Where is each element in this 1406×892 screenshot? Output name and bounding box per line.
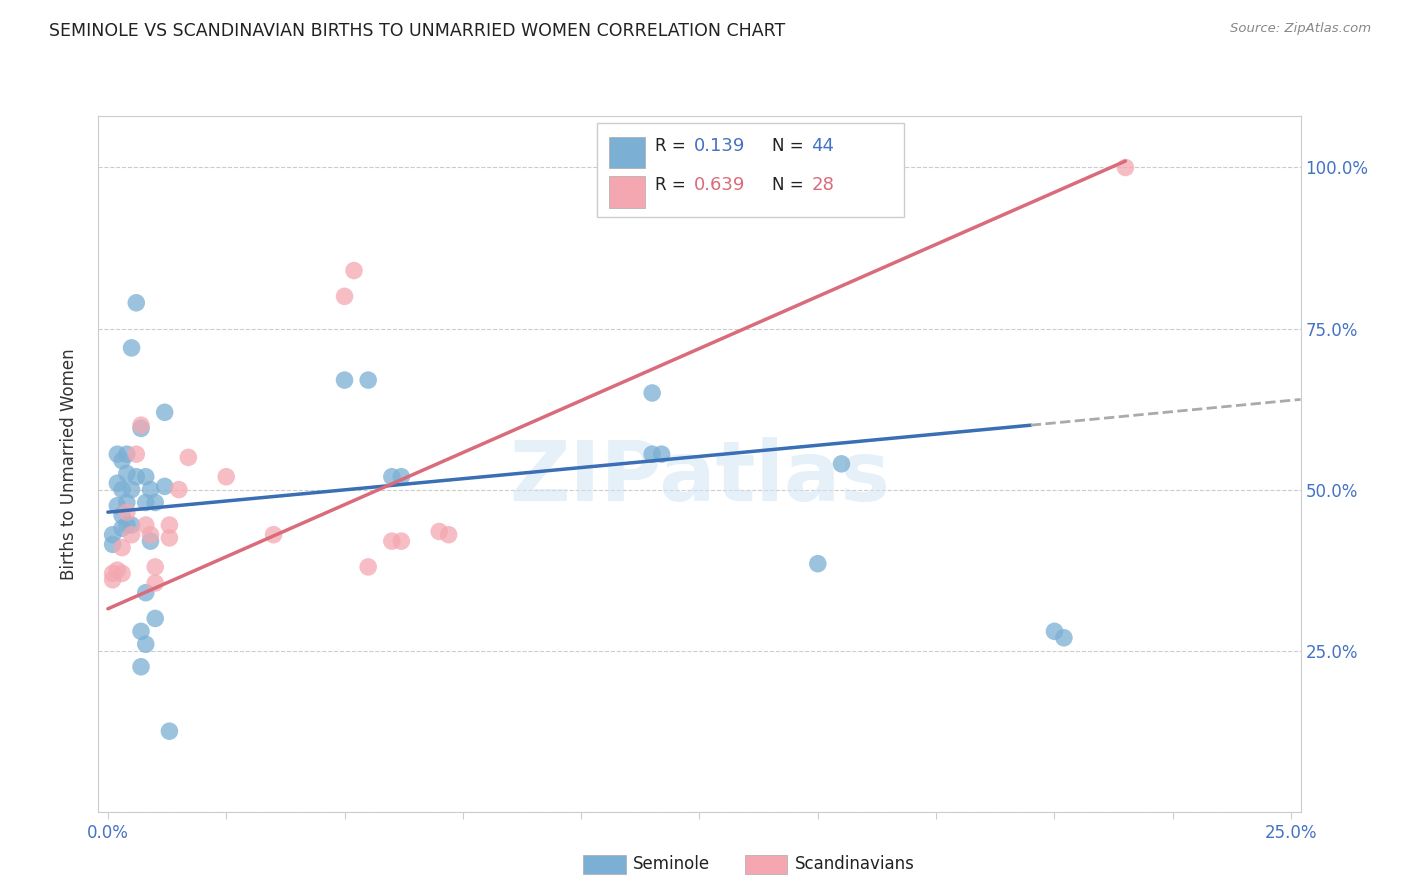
Point <box>135 469 157 483</box>
Text: Seminole: Seminole <box>633 855 710 873</box>
Point <box>263 527 285 541</box>
Point <box>129 421 152 435</box>
Text: N =: N = <box>772 177 803 194</box>
Text: R =: R = <box>655 177 686 194</box>
Point <box>357 560 380 574</box>
Point <box>111 541 134 555</box>
Point <box>143 576 166 591</box>
Point <box>333 373 356 387</box>
Point <box>215 469 238 483</box>
Point <box>177 450 200 465</box>
Point <box>381 534 404 549</box>
FancyBboxPatch shape <box>609 136 645 169</box>
Point <box>111 453 134 467</box>
Point <box>381 469 404 483</box>
FancyBboxPatch shape <box>598 123 904 217</box>
Point <box>641 386 664 401</box>
Point <box>121 483 143 497</box>
Point <box>437 527 460 541</box>
Text: 0.639: 0.639 <box>693 177 745 194</box>
Point <box>153 479 176 493</box>
Text: R =: R = <box>655 136 686 155</box>
Point <box>139 534 162 549</box>
Point <box>333 289 356 303</box>
Point <box>105 447 128 461</box>
Point <box>121 341 143 355</box>
Point <box>389 469 412 483</box>
Point <box>157 518 180 533</box>
Point <box>143 611 166 625</box>
Point <box>125 469 148 483</box>
Point <box>135 585 157 599</box>
Point <box>115 467 138 481</box>
Point <box>139 527 162 541</box>
Point <box>343 263 366 277</box>
Point <box>427 524 450 539</box>
Point <box>1053 631 1076 645</box>
Point <box>157 724 180 739</box>
Text: 28: 28 <box>811 177 834 194</box>
Text: ZIPatlas: ZIPatlas <box>509 437 890 518</box>
Point <box>139 483 162 497</box>
Point <box>807 557 830 571</box>
Point <box>830 457 852 471</box>
Text: Scandinavians: Scandinavians <box>794 855 914 873</box>
Point <box>157 531 180 545</box>
Text: SEMINOLE VS SCANDINAVIAN BIRTHS TO UNMARRIED WOMEN CORRELATION CHART: SEMINOLE VS SCANDINAVIAN BIRTHS TO UNMAR… <box>49 22 786 40</box>
Text: 0.139: 0.139 <box>693 136 745 155</box>
Text: Source: ZipAtlas.com: Source: ZipAtlas.com <box>1230 22 1371 36</box>
Point <box>143 495 166 509</box>
Point <box>125 447 148 461</box>
Point <box>101 527 124 541</box>
Point <box>101 566 124 581</box>
Point <box>357 373 380 387</box>
Point <box>115 447 138 461</box>
Point <box>121 518 143 533</box>
Point <box>111 521 134 535</box>
Y-axis label: Births to Unmarried Women: Births to Unmarried Women <box>59 348 77 580</box>
Point <box>115 505 138 519</box>
Point <box>101 537 124 551</box>
Point <box>111 566 134 581</box>
Point <box>143 560 166 574</box>
Point <box>115 518 138 533</box>
Point <box>167 483 190 497</box>
Point <box>135 495 157 509</box>
Point <box>129 624 152 639</box>
Point <box>121 527 143 541</box>
Point <box>1043 624 1066 639</box>
Point <box>105 499 128 513</box>
Text: N =: N = <box>772 136 803 155</box>
Point <box>153 405 176 419</box>
Point <box>135 637 157 651</box>
Point <box>129 660 152 674</box>
Point <box>641 447 664 461</box>
Point <box>105 476 128 491</box>
Point <box>111 508 134 523</box>
Point <box>105 563 128 577</box>
Point <box>651 447 673 461</box>
Point <box>111 483 134 497</box>
FancyBboxPatch shape <box>609 177 645 208</box>
Point <box>115 495 138 509</box>
Point <box>135 518 157 533</box>
Text: 44: 44 <box>811 136 834 155</box>
Point <box>389 534 412 549</box>
Point <box>129 418 152 433</box>
Point <box>101 573 124 587</box>
Point <box>1114 161 1136 175</box>
Point <box>125 295 148 310</box>
